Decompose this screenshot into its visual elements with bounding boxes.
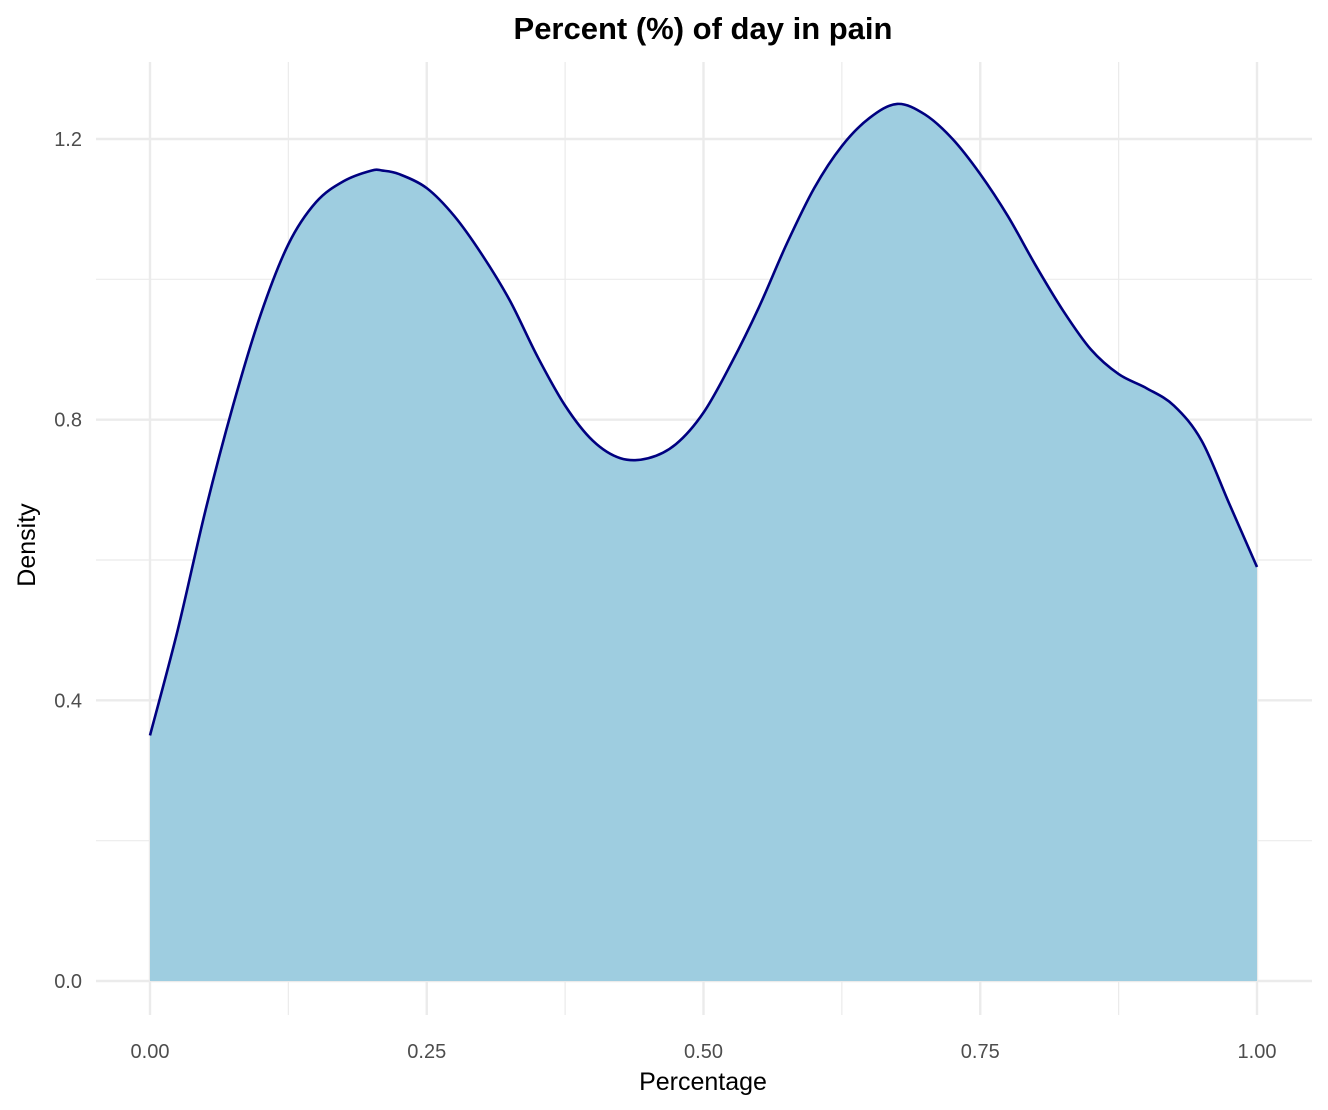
x-axis-title: Percentage bbox=[639, 1068, 767, 1096]
chart-title: Percent (%) of day in pain bbox=[514, 11, 893, 46]
y-axis-title: Density bbox=[13, 503, 41, 587]
y-tick-label: 1.2 bbox=[54, 129, 82, 151]
y-tick-label: 0.4 bbox=[54, 690, 82, 712]
y-tick-label: 0.8 bbox=[54, 410, 82, 432]
x-tick-label: 0.25 bbox=[407, 1041, 446, 1063]
x-tick-labels: 0.00 0.25 0.50 0.75 1.00 bbox=[131, 1041, 1277, 1063]
x-tick-label: 0.75 bbox=[961, 1041, 1000, 1063]
x-tick-label: 0.00 bbox=[131, 1041, 170, 1063]
density-line bbox=[148, 102, 1259, 736]
x-tick-label: 1.00 bbox=[1238, 1041, 1277, 1063]
y-tick-label: 0.0 bbox=[54, 971, 82, 993]
x-tick-label: 0.50 bbox=[684, 1041, 723, 1063]
y-tick-labels: 0.0 0.4 0.8 1.2 bbox=[54, 129, 82, 993]
density-area bbox=[150, 103, 1257, 981]
